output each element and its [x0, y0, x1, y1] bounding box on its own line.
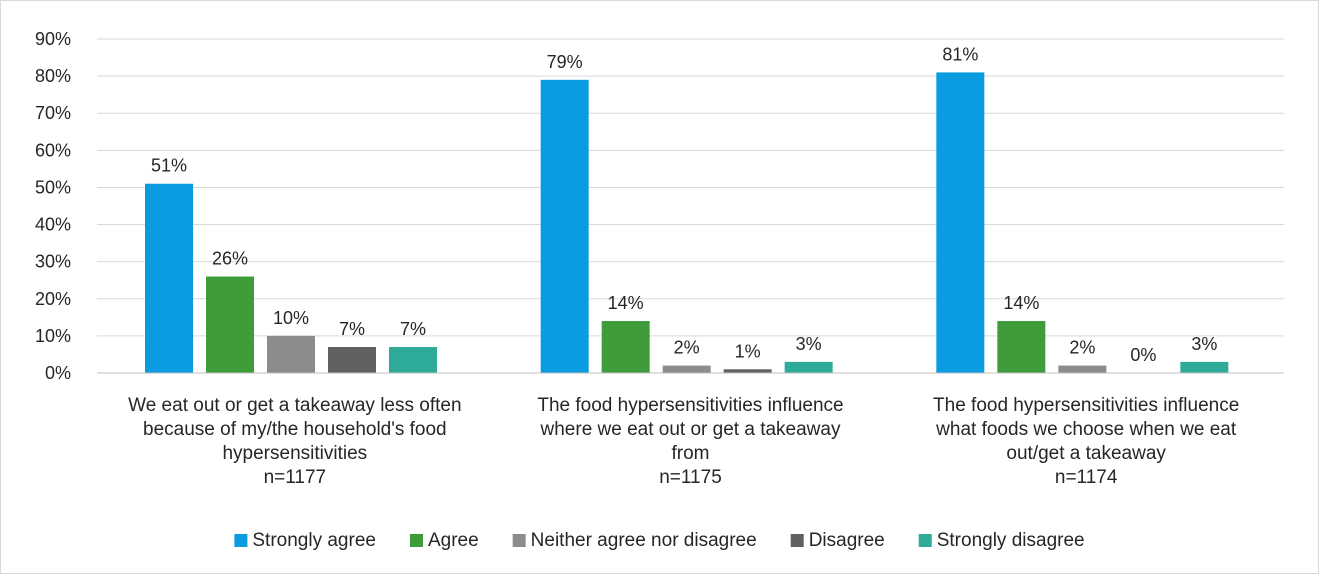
x-category-label: We eat out or get a takeaway less often: [128, 395, 461, 416]
bar: [936, 72, 985, 374]
x-category-label: The food hypersensitivities influence: [933, 395, 1239, 416]
data-label: 3%: [796, 334, 822, 354]
bar: [997, 321, 1046, 373]
x-category-label: out/get a takeaway: [1006, 443, 1166, 464]
x-category-label: n=1174: [1055, 467, 1118, 488]
y-axis: 0% 10% 20% 30% 40% 50% 60% 70% 80% 90%: [35, 29, 71, 383]
bar: [601, 321, 650, 373]
data-label: 2%: [1069, 338, 1095, 358]
y-tick-label: 60%: [35, 140, 71, 160]
data-label: 51%: [151, 156, 187, 176]
y-tick-label: 80%: [35, 66, 71, 86]
legend-swatch: [918, 534, 932, 547]
bar: [1180, 361, 1229, 373]
bar: [723, 369, 772, 373]
data-label: 3%: [1191, 334, 1217, 354]
bar: [328, 347, 376, 373]
data-label: 1%: [735, 341, 761, 361]
legend-swatch: [234, 534, 248, 547]
data-label: 79%: [547, 52, 583, 72]
data-label: 14%: [608, 293, 644, 313]
bar: [145, 183, 193, 373]
bars: [145, 72, 1229, 374]
x-axis: We eat out or get a takeaway less often b…: [97, 372, 1284, 488]
legend-swatch: [409, 534, 423, 547]
legend: Strongly agree Agree Neither agree nor dis…: [234, 530, 1085, 551]
data-label: 14%: [1003, 293, 1039, 313]
y-tick-label: 10%: [35, 326, 71, 346]
y-tick-label: 70%: [35, 103, 71, 123]
bar: [662, 365, 711, 373]
y-tick-label: 30%: [35, 252, 71, 272]
data-labels: 51% 26% 10% 7% 7% 79% 14% 2% 1% 3% 81% 14% 2% 0% 3%: [151, 44, 1217, 365]
bar: [540, 79, 589, 374]
bar: [267, 335, 315, 373]
legend-swatch: [790, 534, 804, 547]
bar: [1058, 365, 1107, 373]
legend-label: Agree: [428, 530, 479, 551]
data-label: 2%: [674, 338, 700, 358]
y-tick-label: 20%: [35, 289, 71, 309]
x-category-label: what foods we choose when we eat: [935, 419, 1237, 440]
legend-label: Disagree: [809, 530, 885, 551]
y-tick-label: 50%: [35, 177, 71, 197]
bar: [389, 347, 437, 373]
x-category-label: n=1175: [659, 467, 722, 488]
y-tick-label: 90%: [35, 29, 71, 49]
data-label: 0%: [1130, 345, 1156, 365]
x-category-label: The food hypersensitivities influence: [537, 395, 843, 416]
data-label: 10%: [273, 308, 309, 328]
data-label: 26%: [212, 249, 248, 269]
x-category-label: n=1177: [264, 467, 327, 488]
legend-label: Neither agree nor disagree: [531, 530, 757, 551]
data-label: 7%: [400, 319, 426, 339]
x-category-label: because of my/the household's food: [143, 419, 447, 440]
x-category-label: where we eat out or get a takeaway: [540, 419, 841, 440]
legend-label: Strongly disagree: [937, 530, 1085, 551]
y-tick-label: 0%: [45, 363, 71, 383]
x-category-label: hypersensitivities: [222, 443, 367, 464]
data-label: 7%: [339, 319, 365, 339]
bar: [784, 361, 833, 373]
bar: [206, 276, 254, 373]
legend-label: Strongly agree: [252, 530, 376, 551]
legend-swatch: [512, 534, 526, 547]
y-tick-label: 40%: [35, 215, 71, 235]
gridlines: [97, 38, 1284, 337]
data-label: 81%: [942, 44, 978, 64]
x-category-label: from: [672, 443, 710, 464]
